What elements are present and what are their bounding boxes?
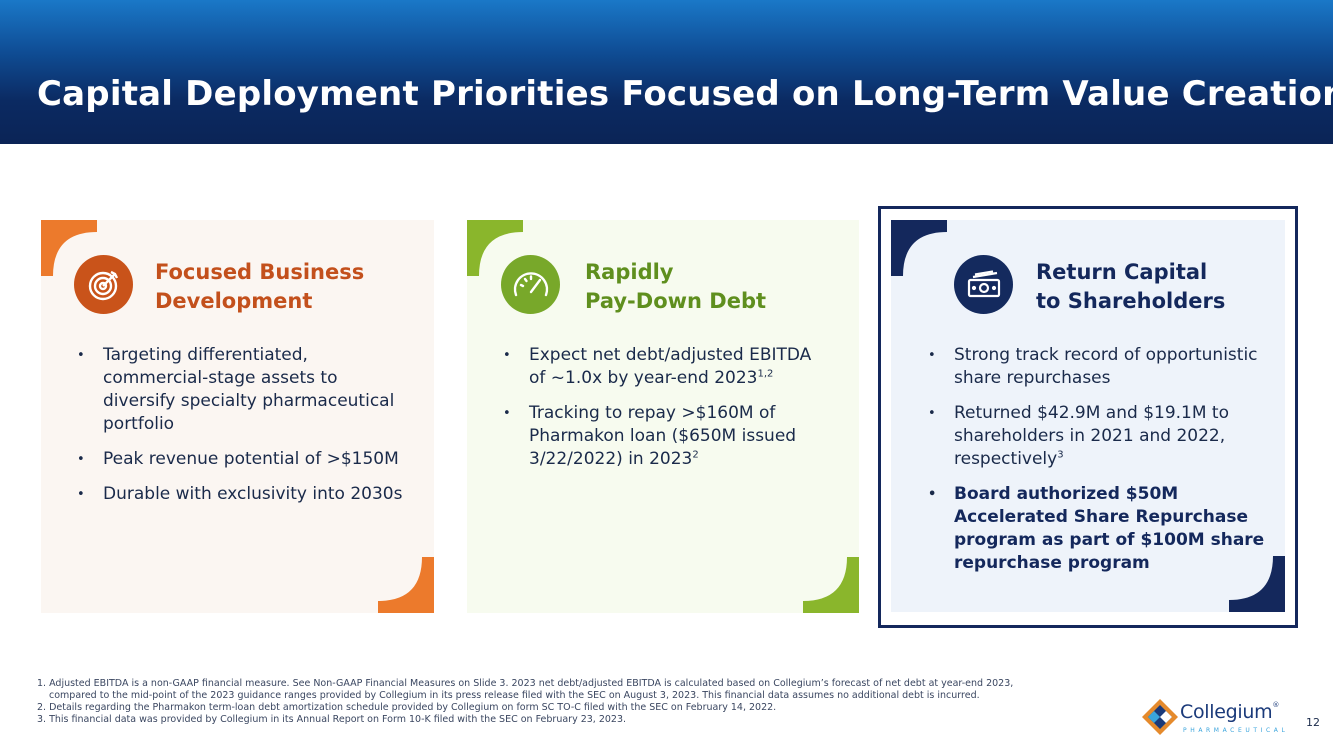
card-return-capital: Return Capital to Shareholders Strong tr… bbox=[891, 220, 1285, 612]
list-item: Tracking to repay >$160M of Pharmakon lo… bbox=[503, 402, 823, 471]
logo-name-text: Collegium bbox=[1180, 701, 1273, 723]
list-item: Targeting differentiated, commercial-sta… bbox=[77, 344, 407, 436]
footnote-ref: 2 bbox=[692, 449, 699, 461]
bullet-list: Strong track record of opportunistic sha… bbox=[928, 344, 1273, 587]
page-number: 12 bbox=[1306, 716, 1320, 729]
bullet-list: Targeting differentiated, commercial-sta… bbox=[77, 344, 407, 518]
logo-name: Collegium® bbox=[1180, 701, 1279, 723]
card-title-line: Pay-Down Debt bbox=[585, 289, 767, 313]
footnote: 1. Adjusted EBITDA is a non-GAAP financi… bbox=[37, 678, 1014, 689]
collegium-logo: Collegium® PHARMACEUTICAL bbox=[1140, 697, 1285, 739]
corner-accent-top-left bbox=[41, 220, 97, 276]
list-item-text: Expect net debt/adjusted EBITDA of ~1.0x… bbox=[529, 345, 812, 388]
corner-accent-bottom-right bbox=[1229, 556, 1285, 612]
corner-accent-bottom-right bbox=[803, 557, 859, 613]
card-title-line: Focused Business bbox=[155, 260, 365, 284]
list-item: Returned $42.9M and $19.1M to shareholde… bbox=[928, 402, 1273, 471]
list-item-text: Strong track record of opportunistic sha… bbox=[954, 345, 1258, 388]
footnote-ref: 1,2 bbox=[757, 368, 774, 380]
list-item-text: Board authorized $50M Accelerated Share … bbox=[954, 484, 1265, 573]
logo-trademark: ® bbox=[1272, 701, 1280, 709]
card-title-line: to Shareholders bbox=[1036, 289, 1226, 313]
cash-icon bbox=[954, 255, 1013, 314]
list-item: Peak revenue potential of >$150M bbox=[77, 448, 407, 471]
footnote: 2. Details regarding the Pharmakon term-… bbox=[37, 702, 777, 713]
collegium-mark-icon bbox=[1142, 699, 1178, 735]
speedometer-icon bbox=[501, 255, 560, 314]
footnotes: 1. Adjusted EBITDA is a non-GAAP financi… bbox=[37, 678, 1097, 726]
list-item: Expect net debt/adjusted EBITDA of ~1.0x… bbox=[503, 344, 823, 390]
card-title-line: Development bbox=[155, 289, 313, 313]
card-title: Rapidly Pay-Down Debt bbox=[585, 258, 825, 316]
footnote: 3. This financial data was provided by C… bbox=[37, 714, 627, 725]
list-item-text: Tracking to repay >$160M of Pharmakon lo… bbox=[529, 403, 797, 469]
corner-accent-top-left bbox=[467, 220, 523, 276]
target-icon bbox=[74, 255, 133, 314]
logo-subtitle: PHARMACEUTICAL bbox=[1183, 727, 1289, 734]
card-title: Return Capital to Shareholders bbox=[1036, 258, 1276, 316]
list-item-text: Returned $42.9M and $19.1M to shareholde… bbox=[954, 403, 1229, 469]
card-title: Focused Business Development bbox=[155, 258, 415, 316]
list-item: Durable with exclusivity into 2030s bbox=[77, 483, 407, 506]
card-frame-highlight bbox=[878, 206, 1298, 628]
card-focused-business-development: Focused Business Development Targeting d… bbox=[41, 220, 434, 613]
title-banner: Capital Deployment Priorities Focused on… bbox=[0, 0, 1333, 144]
card-title-line: Return Capital bbox=[1036, 260, 1208, 284]
card-title-line: Rapidly bbox=[585, 260, 674, 284]
corner-accent-bottom-right bbox=[378, 557, 434, 613]
list-item: Strong track record of opportunistic sha… bbox=[928, 344, 1273, 390]
list-item: Board authorized $50M Accelerated Share … bbox=[928, 483, 1273, 575]
corner-accent-top-left bbox=[891, 220, 947, 276]
footnote: compared to the mid-point of the 2023 gu… bbox=[49, 690, 980, 701]
bullet-list: Expect net debt/adjusted EBITDA of ~1.0x… bbox=[503, 344, 823, 483]
page-title: Capital Deployment Priorities Focused on… bbox=[37, 74, 1333, 114]
footnote-ref: 3 bbox=[1057, 449, 1064, 461]
card-rapidly-pay-down-debt: Rapidly Pay-Down Debt Expect net debt/ad… bbox=[467, 220, 859, 613]
